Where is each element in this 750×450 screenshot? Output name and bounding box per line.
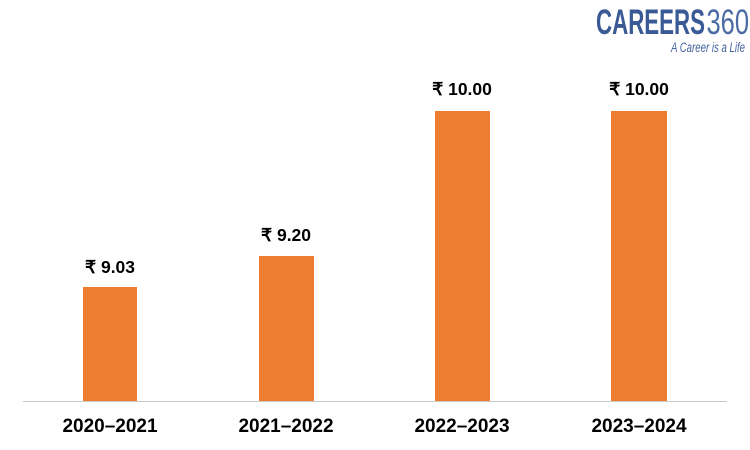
svg-text:CAREERS: CAREERS [596,3,705,42]
svg-text:A Career is a Life: A Career is a Life [670,40,745,55]
svg-text:360: 360 [707,3,750,42]
